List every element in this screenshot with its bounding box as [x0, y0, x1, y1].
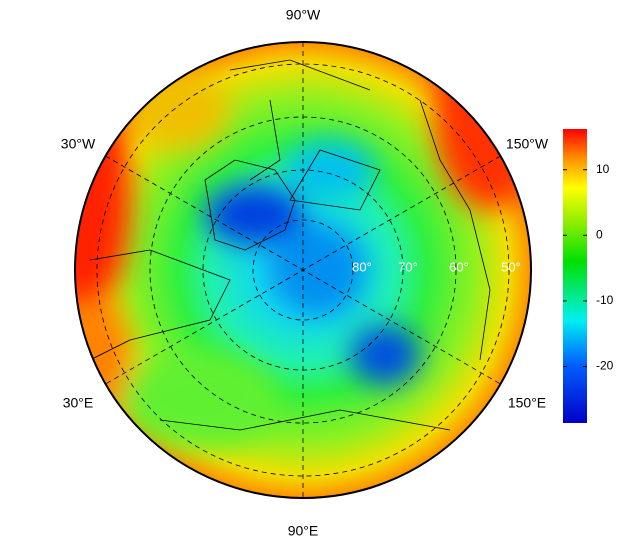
lat-label: 80° [352, 259, 372, 274]
lat-label: 50° [501, 259, 521, 274]
colorbar-tick-label: 0 [596, 227, 603, 241]
lat-label: 70° [398, 259, 418, 274]
lat-label: 60° [449, 259, 469, 274]
temperature-field [75, 42, 531, 498]
graticule [96, 42, 510, 498]
colorbar-tick-label: 10 [596, 162, 610, 176]
lon-label: 30°E [63, 395, 94, 411]
colorbar [563, 129, 587, 423]
lon-label: 90°W [286, 7, 321, 23]
lon-label: 30°W [61, 136, 96, 152]
map-border [74, 41, 532, 499]
lon-label: 150°E [508, 395, 546, 411]
colorbar-tick-label: -20 [596, 359, 614, 373]
lon-label: 90°E [288, 523, 319, 539]
colorbar-tick-label: -10 [596, 293, 614, 307]
lon-label: 150°W [506, 136, 549, 152]
